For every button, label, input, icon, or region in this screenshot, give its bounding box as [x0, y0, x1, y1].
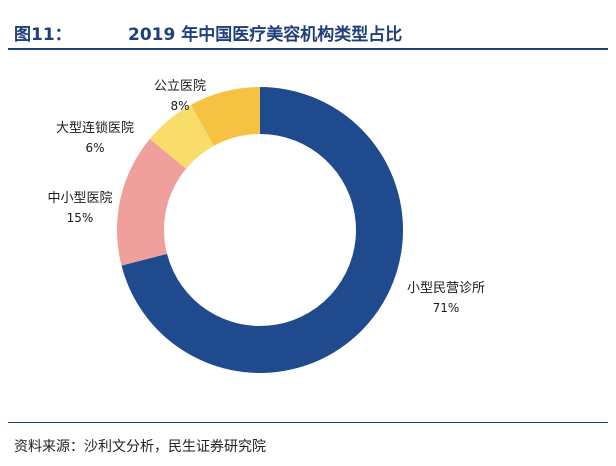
donut-slice-3: [149, 104, 214, 169]
slice-value-4: 8%: [170, 99, 189, 113]
slice-label-2: 中小型医院: [47, 191, 112, 206]
donut-slice-2: [116, 138, 187, 266]
slice-value-3: 6%: [85, 141, 104, 155]
chart-title: 2019 年中国医疗美容机构类型占比: [128, 25, 403, 45]
slice-label-3: 大型连锁医院: [56, 120, 134, 136]
footer-divider: [8, 422, 608, 423]
slice-value-2: 15%: [67, 211, 94, 225]
source-note: 资料来源：沙利文分析，民生证券研究院: [14, 439, 266, 455]
donut-slice-4: [191, 87, 260, 146]
header-divider: [8, 48, 608, 50]
donut-chart: 小型民营诊所 71% 中小型医院 15% 大型连锁医院 6% 公立医院 8%: [47, 79, 485, 373]
slice-label-4: 公立医院: [154, 79, 206, 94]
donut-slice-1: [121, 87, 404, 373]
figure-label: 图11：: [14, 25, 72, 45]
slice-label-1: 小型民营诊所: [407, 281, 485, 296]
slice-value-1: 71%: [433, 301, 460, 315]
figure-header: 图11： 2019 年中国医疗美容机构类型占比: [0, 0, 616, 56]
